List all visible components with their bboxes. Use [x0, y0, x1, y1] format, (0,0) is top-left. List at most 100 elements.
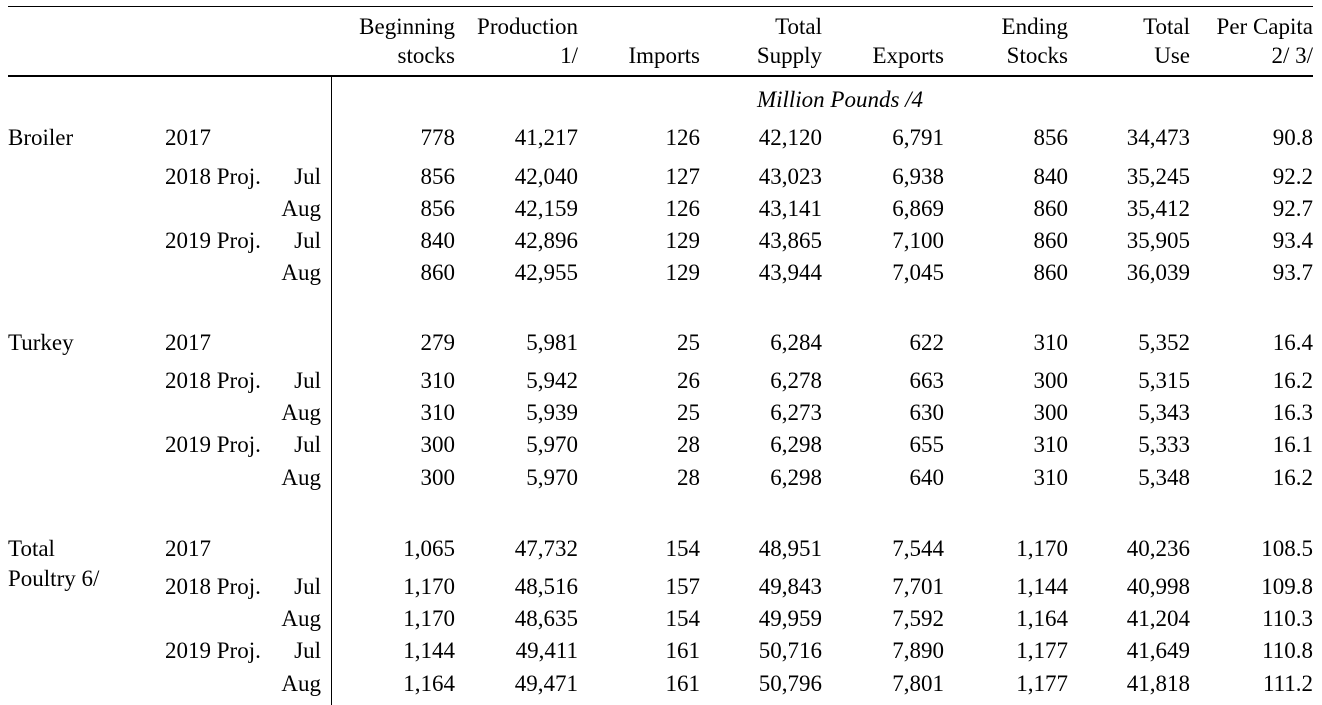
table-cell: 655 [909, 432, 945, 457]
table-cell: 36,039 [1126, 260, 1190, 285]
table-cell: 25 [677, 330, 700, 355]
table-cell: 35,905 [1126, 228, 1190, 253]
table-cell: 49,411 [515, 638, 578, 663]
row-month: Aug [281, 260, 321, 285]
table-cell: 129 [665, 260, 701, 285]
table-cell: 93.7 [1272, 260, 1313, 285]
table-cell: 6,298 [770, 432, 822, 457]
table-cell: 42,159 [514, 196, 578, 221]
table-cell: 663 [909, 368, 945, 393]
column-header-2: stocks [397, 43, 456, 68]
column-header-1: Total [1143, 14, 1190, 39]
table-cell: 7,890 [892, 638, 944, 663]
table-cell: 92.7 [1272, 196, 1313, 221]
table-cell: 6,278 [770, 368, 822, 393]
table-cell: 47,732 [514, 536, 578, 561]
row-period: 2018 Proj. [165, 164, 261, 189]
table-cell: 26 [677, 368, 700, 393]
table-cell: 43,023 [758, 164, 822, 189]
table-cell: 856 [420, 196, 456, 221]
row-period: 2019 Proj. [165, 228, 261, 253]
table-cell: 840 [1033, 164, 1069, 189]
row-period: 2017 [165, 125, 211, 150]
table-cell: 860 [1033, 228, 1069, 253]
table-cell: 49,843 [758, 574, 822, 599]
table-cell: 40,998 [1126, 574, 1190, 599]
table-cell: 6,791 [892, 125, 944, 150]
table-cell: 35,245 [1126, 164, 1190, 189]
header-rule [8, 75, 1313, 77]
table-cell: 300 [1033, 368, 1069, 393]
label-column-divider [331, 76, 332, 705]
column-header-2: 1/ [560, 43, 578, 68]
table-cell: 860 [420, 260, 456, 285]
table-cell: 6,284 [770, 330, 822, 355]
table-cell: 279 [420, 330, 456, 355]
row-period: 2017 [165, 536, 211, 561]
section-label: Total [8, 536, 55, 561]
row-month: Aug [281, 606, 321, 631]
table-cell: 154 [665, 536, 701, 561]
row-month: Aug [281, 671, 321, 696]
top-rule [8, 6, 1313, 7]
column-header-1: Total [775, 14, 822, 39]
table-cell: 5,970 [526, 465, 578, 490]
table-cell: 16.3 [1272, 400, 1313, 425]
table-cell: 310 [1033, 432, 1069, 457]
table-cell: 28 [677, 432, 700, 457]
table-cell: 40,236 [1126, 536, 1190, 561]
table-cell: 110.3 [1262, 606, 1313, 631]
table-cell: 860 [1033, 260, 1069, 285]
table-cell: 49,959 [758, 606, 822, 631]
table-cell: 6,273 [770, 400, 822, 425]
table-cell: 5,333 [1138, 432, 1190, 457]
section-label: Turkey [8, 330, 74, 355]
row-period: 2018 Proj. [165, 368, 261, 393]
table-cell: 6,298 [770, 465, 822, 490]
table-cell: 41,649 [1126, 638, 1190, 663]
table-cell: 5,352 [1138, 330, 1190, 355]
table-cell: 856 [1033, 125, 1069, 150]
table-cell: 109.8 [1261, 574, 1313, 599]
row-month: Jul [294, 228, 321, 253]
row-month: Aug [281, 400, 321, 425]
column-header-2: 2/ 3/ [1271, 43, 1313, 68]
table-cell: 6,869 [892, 196, 944, 221]
table-cell: 111.2 [1262, 671, 1313, 696]
table-cell: 34,473 [1126, 125, 1190, 150]
table-cell: 93.4 [1272, 228, 1313, 253]
table-cell: 7,592 [892, 606, 944, 631]
table-cell: 7,801 [892, 671, 944, 696]
table-cell: 48,635 [514, 606, 578, 631]
table-cell: 300 [420, 465, 456, 490]
table-cell: 1,170 [403, 574, 455, 599]
table-cell: 48,516 [514, 574, 578, 599]
table-cell: 43,865 [758, 228, 822, 253]
table-cell: 16.1 [1272, 432, 1313, 457]
table-cell: 7,100 [892, 228, 944, 253]
table-cell: 622 [909, 330, 945, 355]
table-cell: 5,939 [526, 400, 578, 425]
column-header-1: Ending [1001, 14, 1068, 39]
table-cell: 50,796 [758, 671, 822, 696]
table-cell: 42,120 [758, 125, 822, 150]
row-month: Jul [294, 164, 321, 189]
table-cell: 310 [420, 368, 456, 393]
table-cell: 1,144 [1016, 574, 1068, 599]
table-cell: 129 [665, 228, 701, 253]
table-cell: 1,170 [1016, 536, 1068, 561]
table-cell: 110.8 [1262, 638, 1313, 663]
table-cell: 1,170 [403, 606, 455, 631]
column-header-2: Supply [756, 43, 822, 68]
table-cell: 43,141 [758, 196, 822, 221]
table-cell: 157 [665, 574, 701, 599]
table-cell: 5,348 [1138, 465, 1190, 490]
row-period: 2017 [165, 330, 211, 355]
table-cell: 7,045 [892, 260, 944, 285]
row-period: 2018 Proj. [165, 574, 261, 599]
row-month: Aug [281, 465, 321, 490]
table-cell: 310 [1033, 465, 1069, 490]
table-cell: 28 [677, 465, 700, 490]
table-cell: 35,412 [1126, 196, 1190, 221]
